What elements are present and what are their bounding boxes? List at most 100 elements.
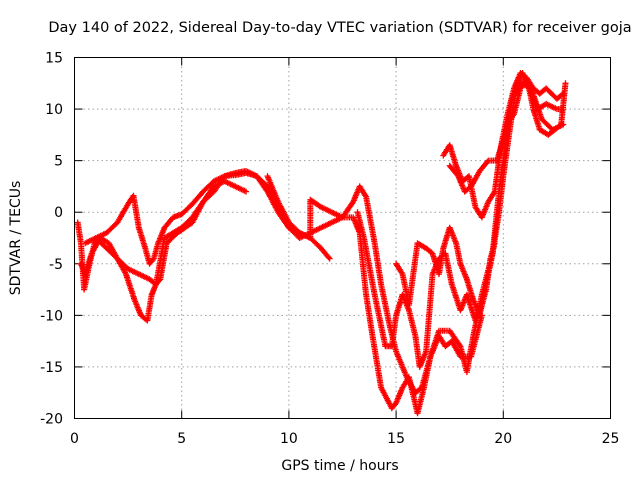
data-point-run <box>421 355 433 391</box>
data-point-run <box>448 338 463 359</box>
data-point-run <box>189 200 206 221</box>
data-point-run <box>506 112 516 123</box>
data-point-run <box>504 87 517 118</box>
data-point-run <box>393 348 410 379</box>
data-point-run <box>500 128 513 180</box>
data-point-run <box>378 281 393 327</box>
data-point-run <box>232 183 249 195</box>
data-point-run <box>489 210 502 257</box>
data-point-run <box>436 247 446 278</box>
y-tick-label: -5 <box>49 257 63 273</box>
data-point-run <box>178 215 195 231</box>
data-point-run <box>371 291 388 348</box>
data-point-run <box>393 260 405 276</box>
x-axis-label: GPS time / hours <box>281 458 398 474</box>
data-point-run <box>221 178 237 189</box>
y-tick-label: -15 <box>40 360 63 376</box>
data-point-run <box>131 296 144 317</box>
data-point-run <box>457 260 470 281</box>
data-point-run <box>360 235 378 296</box>
data-point-run <box>423 272 436 355</box>
data-point-run <box>455 173 468 193</box>
data-point-run <box>200 189 216 205</box>
data-point-run <box>363 193 378 245</box>
x-tick-label: 10 <box>280 431 298 447</box>
data-point-run <box>483 252 496 288</box>
data-point-run <box>446 142 459 168</box>
data-point-run <box>92 235 109 251</box>
grid <box>74 57 611 419</box>
data-point-run <box>558 80 569 128</box>
x-tick-label: 25 <box>602 431 620 447</box>
data-point-run <box>130 192 142 229</box>
data-point-run <box>493 138 506 164</box>
data-point-run <box>511 87 523 118</box>
series-track-4 <box>264 173 485 417</box>
data-point-run <box>511 71 523 92</box>
data-point-run <box>416 350 429 370</box>
data-point-run <box>275 209 291 230</box>
data-point-run <box>545 127 557 138</box>
data-point-run <box>393 386 405 406</box>
plot-frame <box>74 57 611 419</box>
data-point-run <box>371 240 384 286</box>
y-tick-label: -20 <box>40 412 63 428</box>
data-point-run <box>125 265 141 277</box>
data-point-run <box>103 220 120 236</box>
data-point-run <box>318 220 334 231</box>
data-point-run <box>155 226 167 247</box>
x-tick-labels: 0 5 10 15 20 25 <box>70 431 619 447</box>
data-point-run <box>123 271 137 302</box>
data-point-run <box>354 209 367 240</box>
data-point-run <box>200 179 216 195</box>
data-point-run <box>135 271 151 282</box>
y-axis-label: SDTVAR / TECUs <box>8 181 24 296</box>
data-point-run <box>350 214 362 235</box>
data-point-run <box>461 184 473 195</box>
data-point-run <box>485 190 497 205</box>
data-point-run <box>406 307 418 338</box>
data-point-run <box>161 215 176 231</box>
data-point-run <box>82 252 95 278</box>
y-tick-labels: -20 -15 -10 -5 0 5 10 15 <box>40 51 63 428</box>
data-point-run <box>476 283 489 319</box>
data-point-run <box>543 100 559 112</box>
data-point-run <box>423 245 435 256</box>
data-point-run <box>468 312 485 360</box>
data-point-run <box>146 256 156 267</box>
data-point-run <box>103 245 120 261</box>
data-point-run <box>414 386 427 417</box>
data-point-run <box>369 333 384 389</box>
data-point-run <box>446 162 461 178</box>
data-point-run <box>453 240 464 266</box>
data-point-run <box>388 401 398 412</box>
data-point-run <box>285 219 302 235</box>
data-point-run <box>144 293 155 324</box>
data-point-run <box>243 168 259 179</box>
x-tick-label: 15 <box>387 431 405 447</box>
data-point-run <box>378 384 394 410</box>
axis-ticks <box>74 57 611 419</box>
data-point-run <box>476 158 491 174</box>
data-point-run <box>463 276 476 302</box>
data-point-run <box>523 75 536 111</box>
data-point-run <box>500 118 513 143</box>
chart-title: Day 140 of 2022, Sidereal Day-to-day VTE… <box>48 20 631 36</box>
series-track-6 <box>393 70 567 319</box>
data-point-run <box>135 224 148 250</box>
data-point-run <box>74 219 84 245</box>
y-tick-label: 0 <box>54 205 63 221</box>
data-point-run <box>189 189 206 207</box>
data-point-run <box>551 122 563 133</box>
x-tick-label: 5 <box>177 431 186 447</box>
data-point-run <box>318 245 333 262</box>
data-point-run <box>318 204 334 215</box>
data-point-run <box>446 224 459 245</box>
data-point-run <box>153 236 168 288</box>
data-point-run <box>210 174 227 195</box>
y-tick-label: 15 <box>45 51 63 67</box>
x-tick-label: 20 <box>494 431 512 447</box>
data-point-run <box>275 198 292 224</box>
data-point-run <box>114 255 130 271</box>
